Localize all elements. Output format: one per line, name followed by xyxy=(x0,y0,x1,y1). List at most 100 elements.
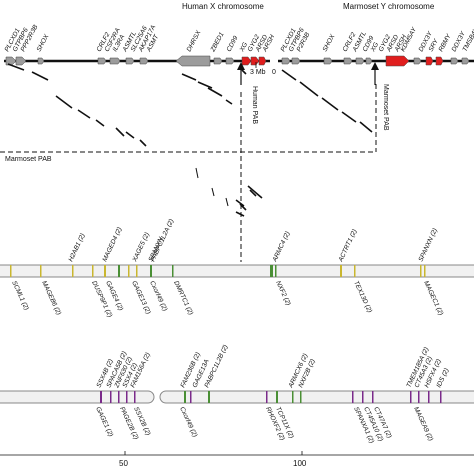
chromosome-band xyxy=(270,265,273,277)
gene-arrow-m-ddx3y xyxy=(450,57,459,65)
marmoset-gene-label: XG xyxy=(369,41,380,53)
alignment-segment xyxy=(241,69,247,75)
alignment-segment xyxy=(197,81,213,89)
alignment-segment xyxy=(225,197,229,207)
gene-arrow-arsd xyxy=(258,56,267,66)
chromosome-bar-2 xyxy=(0,390,474,404)
gene-arrow-gtpbp6 xyxy=(15,56,27,66)
chromosome-band xyxy=(136,265,138,277)
chromosome-band xyxy=(410,391,412,403)
chromosome-band xyxy=(128,265,130,277)
chromosome-band xyxy=(418,391,420,403)
gene-arrow-il3ra xyxy=(109,57,121,65)
alignment-segment xyxy=(55,95,73,109)
chromosome-band xyxy=(150,265,152,277)
alignment-segment xyxy=(95,119,105,127)
gene-arrow-dhrsx xyxy=(175,55,211,67)
human-gene-arrows xyxy=(5,55,267,67)
gene-arrow-xg xyxy=(241,56,252,66)
chromosome-band xyxy=(354,265,356,277)
chromosome-band xyxy=(372,391,374,403)
alignment-segment xyxy=(139,139,147,147)
gene-arrow-asmt xyxy=(139,57,149,65)
gene-arrow-m-crlf2 xyxy=(343,57,353,65)
yellow-bottom-label: MAGEB6 (2) xyxy=(40,280,62,316)
chromosome-band xyxy=(428,391,430,403)
chromosome-band xyxy=(420,265,422,277)
chromosome-band xyxy=(275,265,277,277)
alignment-segment xyxy=(225,99,233,105)
chromosome-band xyxy=(104,265,106,277)
human-chromosome-title: Human X chromosome xyxy=(182,2,264,11)
chromosome-band xyxy=(118,265,120,277)
yellow-bottom-label: SCML1 (2) xyxy=(10,280,30,311)
alignment-segment xyxy=(115,127,125,137)
chromosome-band xyxy=(92,265,94,277)
chromosome-band xyxy=(100,391,102,403)
alignment-segment xyxy=(31,71,49,81)
gene-arrow-tmsb4y xyxy=(461,57,470,65)
green-bottom-label: DMRTC1 (2) xyxy=(172,280,194,316)
chromosome-band xyxy=(134,391,136,403)
purple-bottom-label: MAGEA9 (2) xyxy=(412,406,434,442)
gene-arrow-m-cd99 xyxy=(365,57,373,65)
alignment-segment xyxy=(341,111,357,123)
alignment-segment xyxy=(195,167,199,179)
yellow-top-label: SPANXN (2) xyxy=(417,227,439,263)
gene-arrow-ddx3y xyxy=(413,57,422,65)
dotplot-segments xyxy=(7,63,373,217)
chromosome-band xyxy=(362,391,364,403)
alignment-segment xyxy=(235,211,245,217)
gene-arrow-shox xyxy=(37,57,45,65)
alignment-segment xyxy=(207,87,223,97)
chromosome-band xyxy=(126,391,128,403)
yellow-top-labels: H2AB1 (2) MAGED4 (2) XAGE5 (2)SPANXN ACTRT1… xyxy=(67,226,439,264)
yellow-bottom-label: MAGEC1 (2) xyxy=(422,280,444,317)
chromosome-band xyxy=(10,265,12,277)
marmoset-pab-vertical-label: Marmoset PAB xyxy=(382,84,389,131)
gene-arrow-sry xyxy=(425,56,434,66)
green-bottom-label: Cxorf49 (2) xyxy=(148,280,168,312)
purple-bottom-label: GAGE1 (2) xyxy=(94,406,114,438)
axis-tick-label-100: 100 xyxy=(293,459,307,468)
alignment-segment xyxy=(281,69,297,81)
alignment-segment xyxy=(125,131,135,139)
scale-label-left: 3 Mb xyxy=(250,69,266,76)
human-gene-label: XG xyxy=(238,41,249,53)
yellow-top-label: H2AB1 (2) xyxy=(67,232,86,262)
alignment-segment xyxy=(181,73,197,81)
chromosome-band xyxy=(292,391,294,403)
chromosome-band xyxy=(208,391,210,403)
gene-arrow-zbed1 xyxy=(213,57,223,65)
alignment-segment xyxy=(359,121,373,133)
yellow-bottom-label: GAGE13 (2) xyxy=(130,280,151,315)
chromosome-band xyxy=(424,265,426,277)
yellow-bottom-labels: SCML1 (2) MAGEB6 (2) DUSP9P1 (2)GAGE4 (2) G… xyxy=(10,280,444,319)
gene-arrow-gyg2 xyxy=(250,56,260,66)
green-bottom-label: NXF2 (2) xyxy=(274,280,291,307)
alignment-segment xyxy=(235,199,245,207)
axis-tick-label-50: 50 xyxy=(119,459,128,468)
green-bottom-labels: Cxorf49 (2) DMRTC1 (2) NXF2 (2) xyxy=(148,280,291,316)
chromosome-band xyxy=(72,265,74,277)
chromosome-band xyxy=(352,391,354,403)
marmoset-chromosome-title: Marmoset Y chromosome xyxy=(343,2,435,11)
gene-arrow-rbmy xyxy=(435,56,444,66)
chromosome-band xyxy=(276,391,278,403)
alignment-segment xyxy=(211,187,215,197)
gene-arrow-m-gtpbp6 xyxy=(291,57,301,65)
green-top-labels: PABPC1L2A (2) ARMC4 (2) xyxy=(149,218,291,264)
chromosome-band xyxy=(190,391,192,403)
alignment-segment xyxy=(7,63,25,71)
purple-top-labels: SSX4B (2)SPACA5B (2)ZNF630 (2)SSX4 (2)FA… xyxy=(95,344,450,390)
gene-arrow-kdm5ay xyxy=(385,55,410,67)
purple-bottom-labels: GAGE1 (2) PAGE2B (2)SSX2B (2) Cxorf49 (2) R… xyxy=(94,406,434,445)
alignment-segment xyxy=(321,97,339,111)
marmoset-gene-arrows xyxy=(281,55,470,67)
chromosome-band xyxy=(440,391,442,403)
yellow-top-label: ACTRT1 (2) xyxy=(337,228,359,264)
chromosome-bar-1 xyxy=(0,264,474,278)
chromosome-band xyxy=(184,391,186,403)
